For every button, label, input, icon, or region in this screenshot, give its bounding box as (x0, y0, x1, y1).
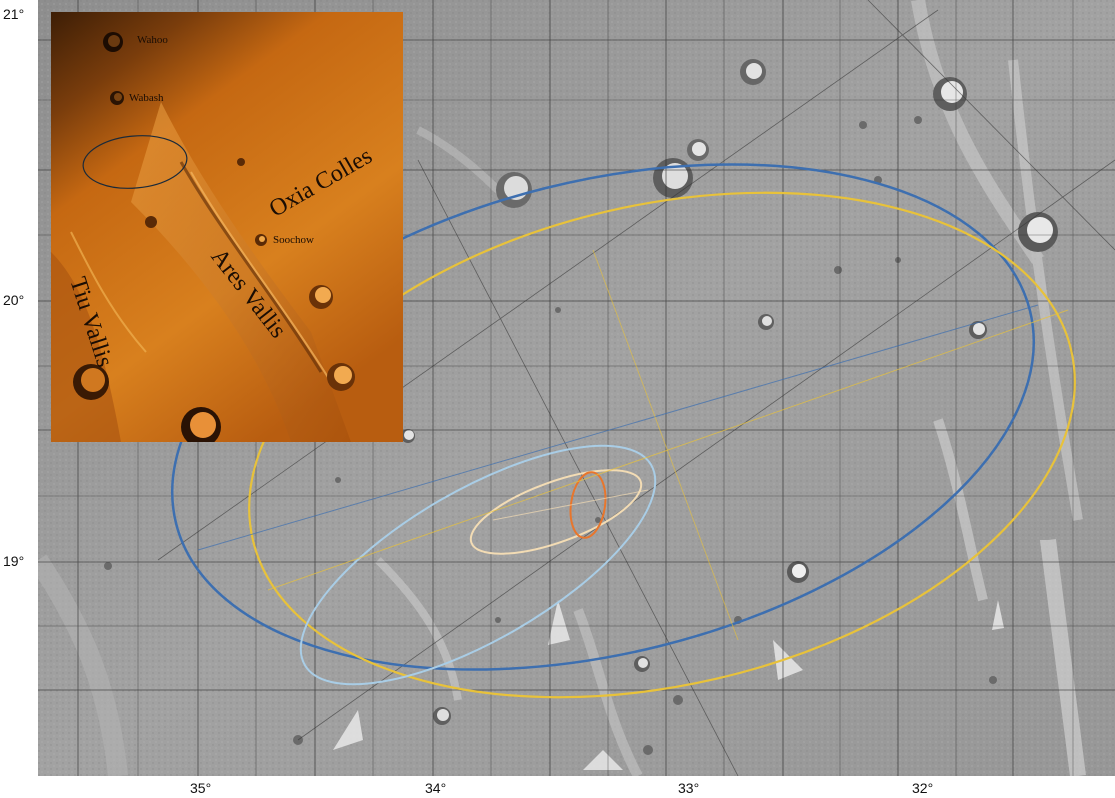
crater-medium-6 (401, 429, 415, 443)
y-axis-label-19: 19° (3, 553, 25, 569)
ares-vallis-channel (131, 102, 351, 442)
x-axis-label-32: 32° (912, 780, 934, 796)
crater-large-6 (1018, 212, 1058, 252)
streak-tails (333, 600, 1004, 770)
ellipse-light-blue (299, 444, 657, 686)
crater-medium-3 (433, 707, 451, 725)
ellipse-cream (469, 469, 643, 555)
label-soochow: Soochow (273, 234, 314, 246)
label-wahoo: Wahoo (137, 34, 168, 46)
ellipse-yellow (248, 191, 1076, 699)
label-wabash: Wabash (129, 92, 164, 104)
ellipse-blue (171, 163, 1035, 671)
y-axis-label-20: 20° (3, 292, 25, 308)
inset-overview-map: Wahoo Wabash Oxia Colles Soochow Tiu Val… (51, 12, 403, 442)
crater-large-3 (687, 139, 709, 161)
crater-large-1 (496, 172, 532, 208)
crater-large-4 (740, 59, 766, 85)
crater-medium-2 (787, 561, 809, 583)
crater-medium-1 (758, 314, 774, 330)
x-axis-label-33: 33° (678, 780, 700, 796)
y-axis-label-21: 21° (3, 6, 25, 22)
inset-canvas (51, 12, 403, 442)
x-axis-label-34: 34° (425, 780, 447, 796)
image-footprint-lines (157, 0, 1115, 776)
crater-medium-5 (969, 321, 987, 339)
inset-landing-ellipse (82, 135, 188, 189)
inset-craters (73, 32, 355, 442)
landing-ellipses (171, 163, 1076, 699)
crater-large-2 (653, 158, 693, 198)
craters (104, 59, 1058, 770)
crater-large-5 (933, 77, 967, 111)
ellipse-orange (569, 471, 607, 539)
crater-medium-4 (634, 656, 650, 672)
x-axis-label-35: 35° (190, 780, 212, 796)
